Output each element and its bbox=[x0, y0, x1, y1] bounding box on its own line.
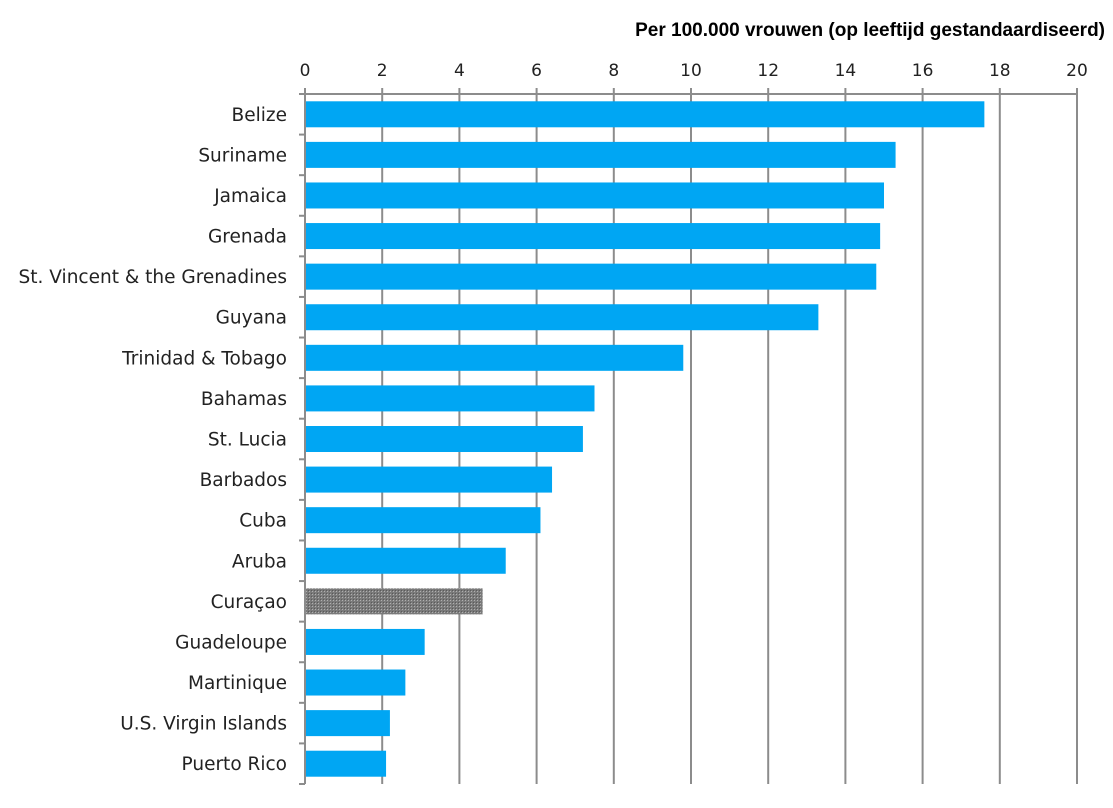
category-label: Jamaica bbox=[213, 186, 287, 207]
bar bbox=[305, 141, 896, 168]
x-tick-label: 12 bbox=[757, 61, 779, 81]
x-tick-label: 16 bbox=[912, 61, 934, 81]
bars bbox=[305, 101, 985, 777]
x-axis-ticks: 0 2 4 6 8 10 12 14 16 18 20 bbox=[300, 61, 1088, 94]
x-tick-label: 20 bbox=[1066, 61, 1088, 81]
bar bbox=[305, 385, 595, 412]
category-label: Puerto Rico bbox=[182, 754, 287, 775]
category-label: Belize bbox=[232, 105, 287, 126]
x-tick-label: 14 bbox=[835, 61, 857, 81]
category-label: Trinidad & Tobago bbox=[121, 348, 287, 369]
x-tick-label: 0 bbox=[300, 61, 311, 81]
x-tick-label: 2 bbox=[377, 61, 388, 81]
x-tick-label: 10 bbox=[680, 61, 702, 81]
axes bbox=[299, 93, 1077, 785]
category-labels: Belize Suriname Jamaica Grenada St. Vincent … bbox=[19, 105, 287, 775]
category-label: Grenada bbox=[208, 227, 287, 248]
x-tick-label: 18 bbox=[989, 61, 1011, 81]
category-label: St. Lucia bbox=[208, 430, 287, 451]
bar bbox=[305, 182, 884, 209]
category-label: Martinique bbox=[188, 673, 287, 694]
x-axis-title: Per 100.000 vrouwen (op leeftijd gestand… bbox=[635, 20, 1105, 41]
category-label: Curaçao bbox=[211, 592, 287, 613]
bar bbox=[305, 628, 425, 655]
x-tick-label: 6 bbox=[531, 61, 542, 81]
bar bbox=[305, 750, 387, 777]
category-label: Suriname bbox=[198, 145, 287, 166]
bar bbox=[305, 669, 406, 696]
category-label: Barbados bbox=[200, 470, 287, 491]
x-tick-label: 8 bbox=[608, 61, 619, 81]
category-label: Guyana bbox=[216, 308, 287, 329]
bar bbox=[305, 344, 684, 371]
bar bbox=[305, 304, 819, 331]
bar bbox=[305, 466, 553, 493]
category-label: Guadeloupe bbox=[175, 632, 287, 653]
bar bbox=[305, 710, 390, 737]
bar bbox=[305, 547, 506, 574]
category-label: U.S. Virgin Islands bbox=[120, 714, 287, 735]
bar bbox=[305, 507, 541, 534]
bar bbox=[305, 588, 483, 615]
category-label: Bahamas bbox=[201, 389, 287, 410]
gridlines bbox=[381, 94, 1078, 784]
bar bbox=[305, 101, 985, 128]
bar bbox=[305, 426, 583, 452]
x-tick-label: 4 bbox=[454, 61, 465, 81]
bar bbox=[305, 223, 881, 250]
bar bbox=[305, 263, 877, 290]
category-label: Cuba bbox=[239, 511, 287, 532]
category-label: Aruba bbox=[232, 551, 287, 572]
category-label: St. Vincent & the Grenadines bbox=[19, 267, 287, 288]
